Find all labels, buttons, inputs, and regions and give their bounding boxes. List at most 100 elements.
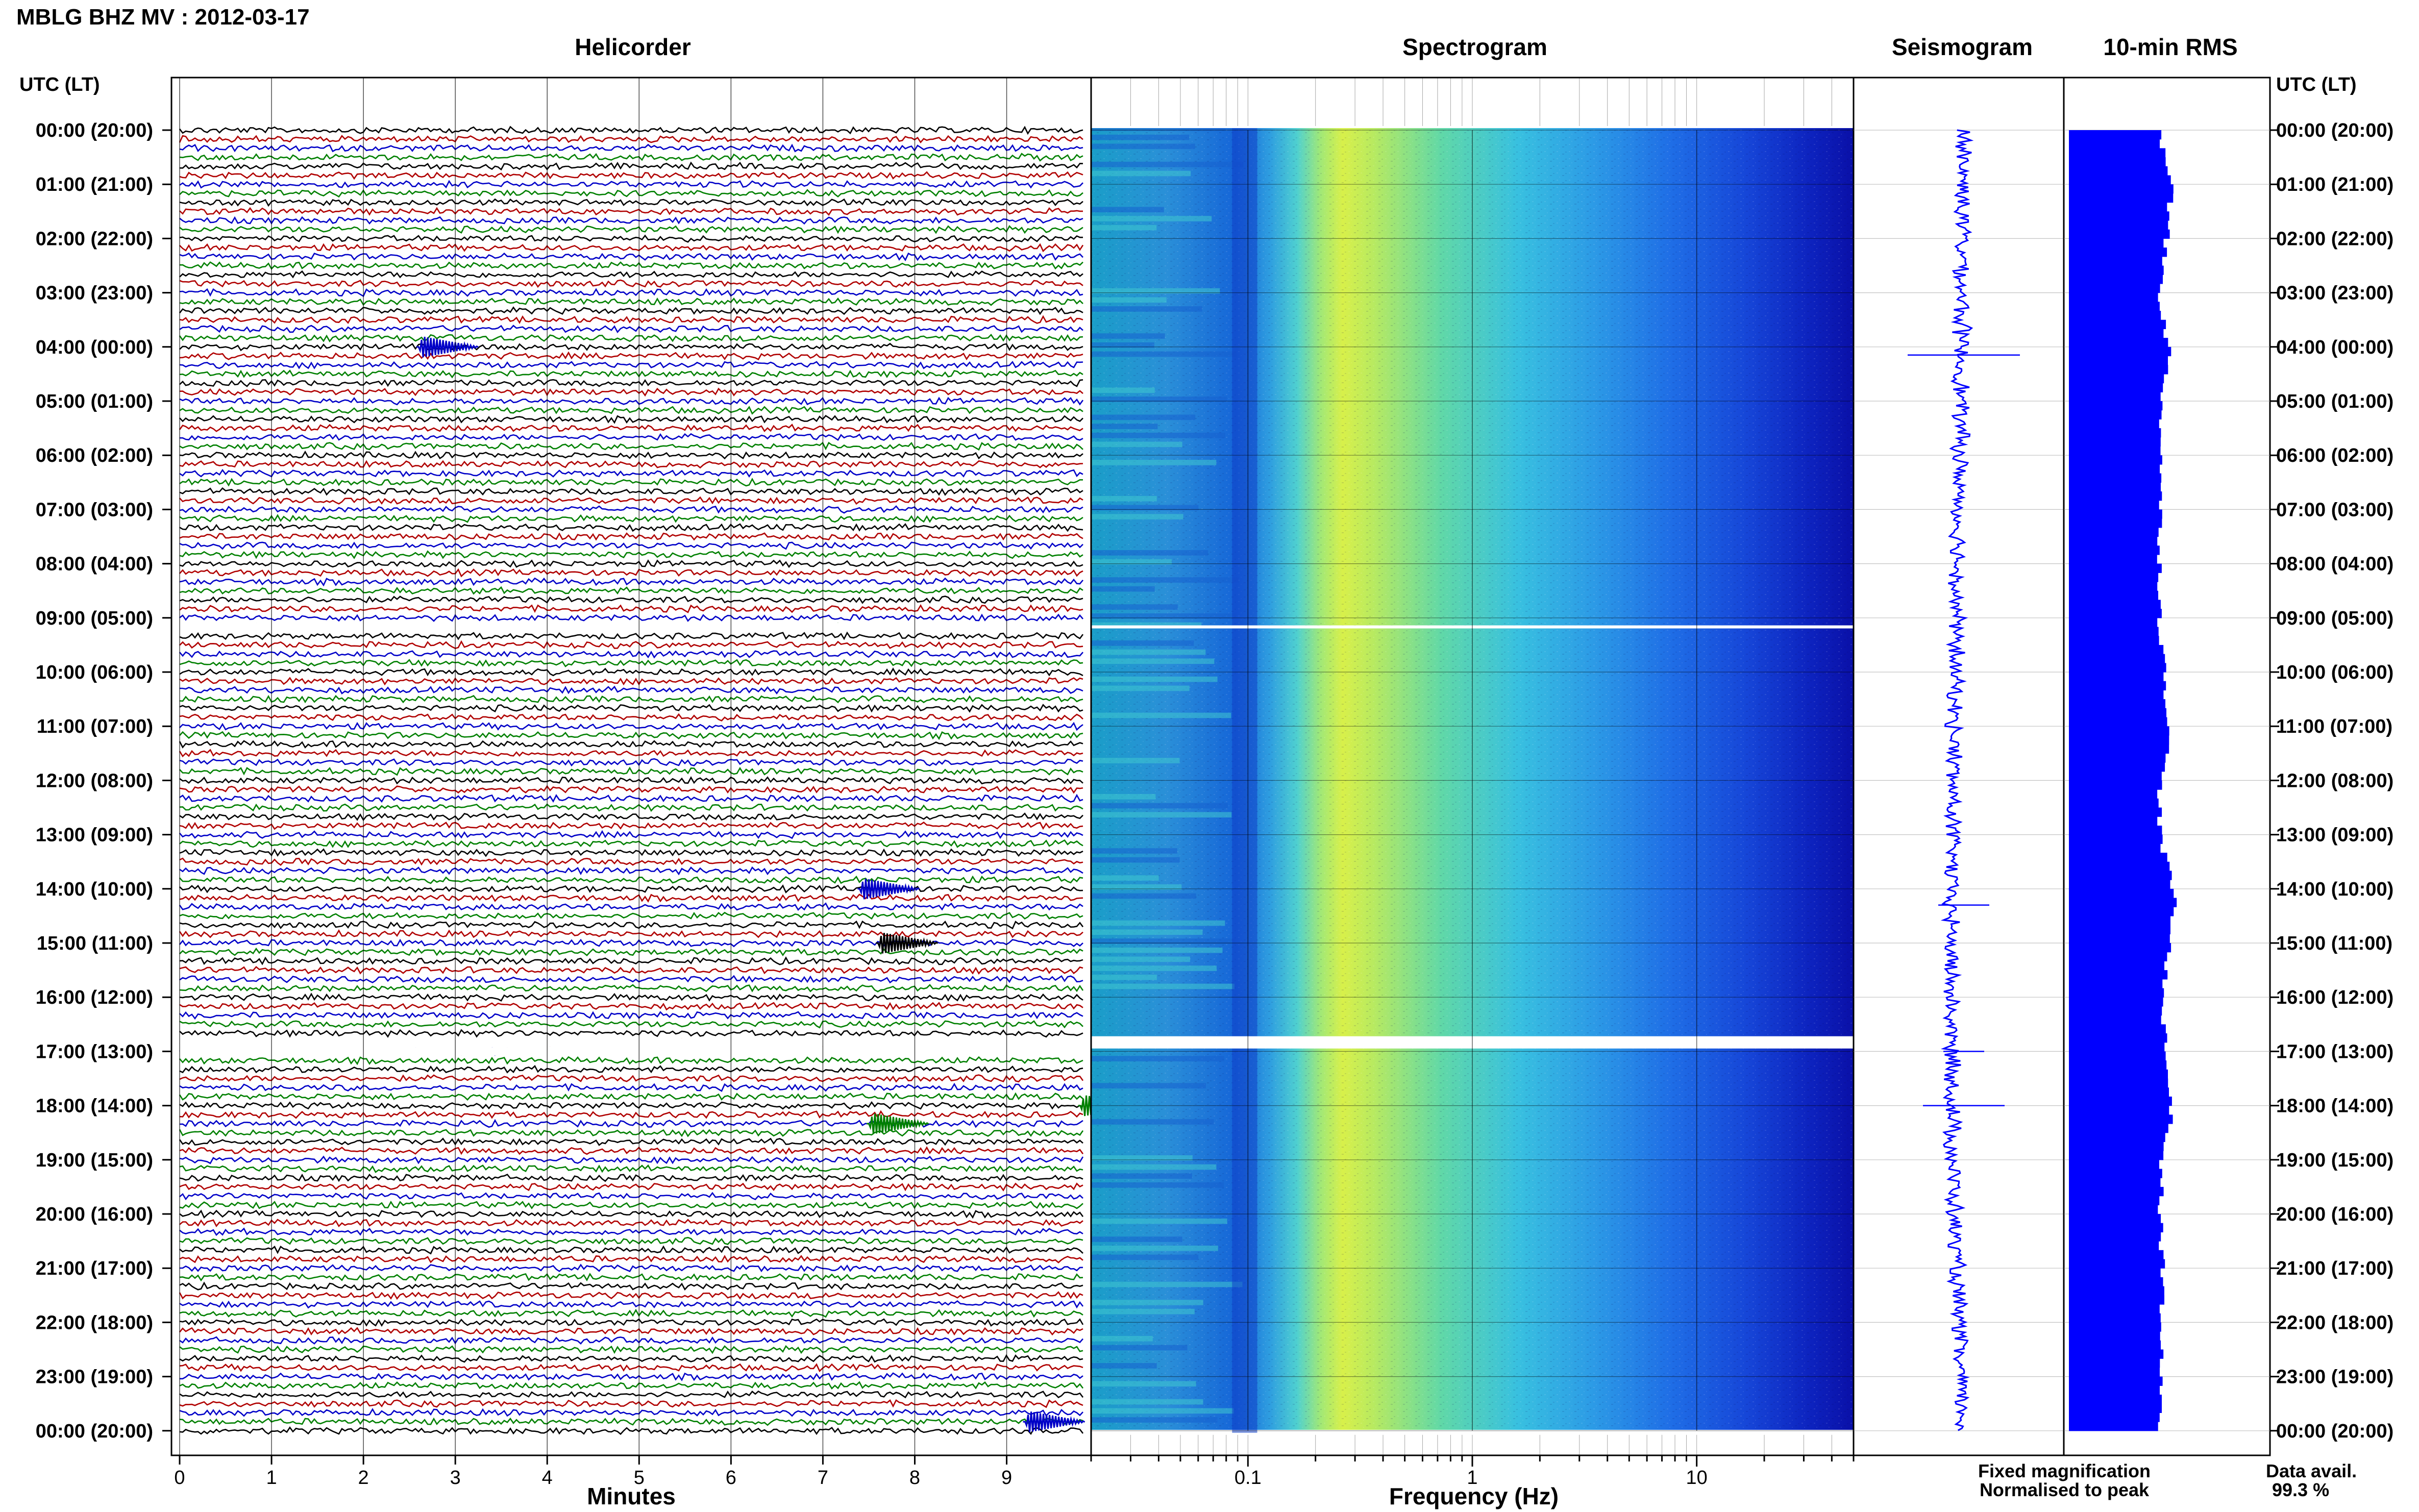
rms-bar bbox=[2069, 464, 2160, 474]
spectrogram-row bbox=[1091, 640, 1194, 646]
helicorder-trace bbox=[179, 1281, 1083, 1291]
helicorder-trace bbox=[179, 1300, 1084, 1309]
spectrogram-row bbox=[1091, 306, 1202, 312]
helicorder-trace bbox=[179, 631, 1084, 640]
helicorder-trace bbox=[179, 559, 1083, 568]
rms-bar bbox=[2069, 590, 2158, 600]
helicorder-trace bbox=[179, 956, 1083, 965]
time-label-right: 13:00 (09:00) bbox=[2276, 825, 2393, 846]
helicorder-trace bbox=[179, 695, 1083, 704]
helicorder-event bbox=[857, 878, 920, 900]
rms-bar bbox=[2069, 1385, 2160, 1395]
spectrogram-row bbox=[1091, 1164, 1217, 1170]
helicorder-trace bbox=[179, 911, 1083, 920]
helicorder-trace bbox=[179, 1192, 1083, 1201]
helicorder-trace bbox=[179, 450, 1083, 460]
utc-label-left: UTC (LT) bbox=[19, 74, 100, 95]
rms-bar bbox=[2069, 428, 2161, 438]
rms-bar bbox=[2069, 934, 2170, 944]
helicorder-trace bbox=[179, 288, 1083, 298]
time-label-right: 23:00 (19:00) bbox=[2276, 1367, 2393, 1388]
time-label-left: 09:00 (05:00) bbox=[36, 608, 153, 629]
time-label-right: 07:00 (03:00) bbox=[2276, 499, 2393, 520]
rms-bar bbox=[2069, 1250, 2164, 1260]
rms-bar bbox=[2069, 708, 2166, 718]
helicorder-trace bbox=[179, 496, 1083, 505]
time-label-left: 21:00 (17:00) bbox=[36, 1258, 153, 1279]
helicorder-event bbox=[876, 933, 939, 954]
rms-bar bbox=[2069, 988, 2164, 998]
helicorder-trace bbox=[179, 713, 1083, 722]
helicorder-trace bbox=[179, 1408, 1083, 1417]
helicorder-trace bbox=[179, 171, 1083, 180]
rms-bar bbox=[2069, 1042, 2165, 1052]
helicorder-trace bbox=[179, 514, 1083, 523]
time-label-right: 00:00 (20:00) bbox=[2276, 1421, 2393, 1442]
spectrogram-row bbox=[1091, 225, 1157, 231]
rms-bar bbox=[2069, 392, 2161, 402]
helicorder-trace bbox=[179, 415, 1083, 424]
spectrogram-row bbox=[1091, 965, 1217, 971]
helicorder-xtick-label: 1 bbox=[266, 1467, 277, 1489]
rms-bar bbox=[2069, 374, 2164, 384]
time-label-left: 19:00 (15:00) bbox=[36, 1150, 153, 1171]
utc-label-right: UTC (LT) bbox=[2276, 74, 2357, 95]
helicorder-trace bbox=[179, 1029, 1083, 1038]
helicorder-trace bbox=[179, 884, 1083, 894]
helicorder-xtick-label: 7 bbox=[818, 1467, 828, 1489]
time-label-left: 06:00 (02:00) bbox=[36, 445, 153, 466]
rms-bar bbox=[2069, 582, 2158, 591]
spectrogram-row bbox=[1091, 794, 1156, 800]
spectrogram-row bbox=[1091, 207, 1164, 213]
spectrogram-row bbox=[1091, 1345, 1188, 1351]
helicorder-trace bbox=[179, 306, 1083, 315]
helicorder-trace bbox=[179, 1173, 1083, 1182]
time-label-right: 10:00 (06:00) bbox=[2276, 662, 2393, 683]
seismogram-panel bbox=[1853, 77, 2065, 1456]
rms-bar bbox=[2069, 762, 2165, 772]
rms-bar bbox=[2069, 184, 2174, 194]
helicorder-trace bbox=[179, 704, 1083, 713]
spectrogram-row bbox=[1091, 649, 1206, 655]
helicorder-trace bbox=[179, 1110, 1083, 1119]
rms-bar bbox=[2069, 1286, 2164, 1296]
rms-bar bbox=[2069, 563, 2162, 573]
rms-bar bbox=[2069, 1367, 2160, 1377]
rms-bar bbox=[2069, 1232, 2161, 1242]
time-label-right: 19:00 (15:00) bbox=[2276, 1150, 2393, 1171]
rms-bar bbox=[2069, 573, 2159, 582]
rms-bar bbox=[2069, 130, 2162, 140]
spectrogram-grid bbox=[1091, 78, 1854, 1455]
helicorder-trace bbox=[179, 685, 1083, 695]
spectrogram-row bbox=[1091, 1236, 1182, 1242]
rms-bar bbox=[2069, 1105, 2169, 1115]
spectrogram-row bbox=[1091, 974, 1157, 980]
time-label-right: 18:00 (14:00) bbox=[2276, 1096, 2393, 1117]
helicorder-trace bbox=[179, 161, 1083, 171]
rms-bar bbox=[2069, 1295, 2164, 1305]
helicorder-xtick-label: 5 bbox=[634, 1467, 645, 1489]
spectrogram-row bbox=[1091, 1218, 1227, 1224]
helicorder-trace bbox=[179, 604, 1083, 613]
helicorder-trace bbox=[179, 325, 1083, 333]
time-label-right: 14:00 (10:00) bbox=[2276, 879, 2393, 900]
helicorder-trace bbox=[179, 1399, 1083, 1408]
time-label-left: 12:00 (08:00) bbox=[36, 770, 153, 791]
helicorder-trace bbox=[179, 225, 1083, 234]
helicorder-trace bbox=[179, 947, 1083, 957]
helicorder-trace bbox=[179, 1345, 1083, 1354]
rms-bar bbox=[2069, 1403, 2162, 1413]
rms-bar bbox=[2069, 1006, 2162, 1016]
helicorder-trace bbox=[179, 902, 1083, 911]
spectrogram-row bbox=[1091, 216, 1212, 221]
rms-bar bbox=[2069, 229, 2170, 239]
rms-bar bbox=[2069, 1124, 2168, 1133]
rms-bar bbox=[2069, 853, 2167, 862]
rms-bar bbox=[2069, 338, 2168, 348]
rms-bar bbox=[2069, 1033, 2167, 1043]
helicorder-title: Helicorder bbox=[575, 34, 691, 60]
spectrogram-row bbox=[1091, 1155, 1193, 1161]
helicorder-trace bbox=[179, 261, 1083, 270]
spectrogram-row bbox=[1091, 424, 1158, 429]
